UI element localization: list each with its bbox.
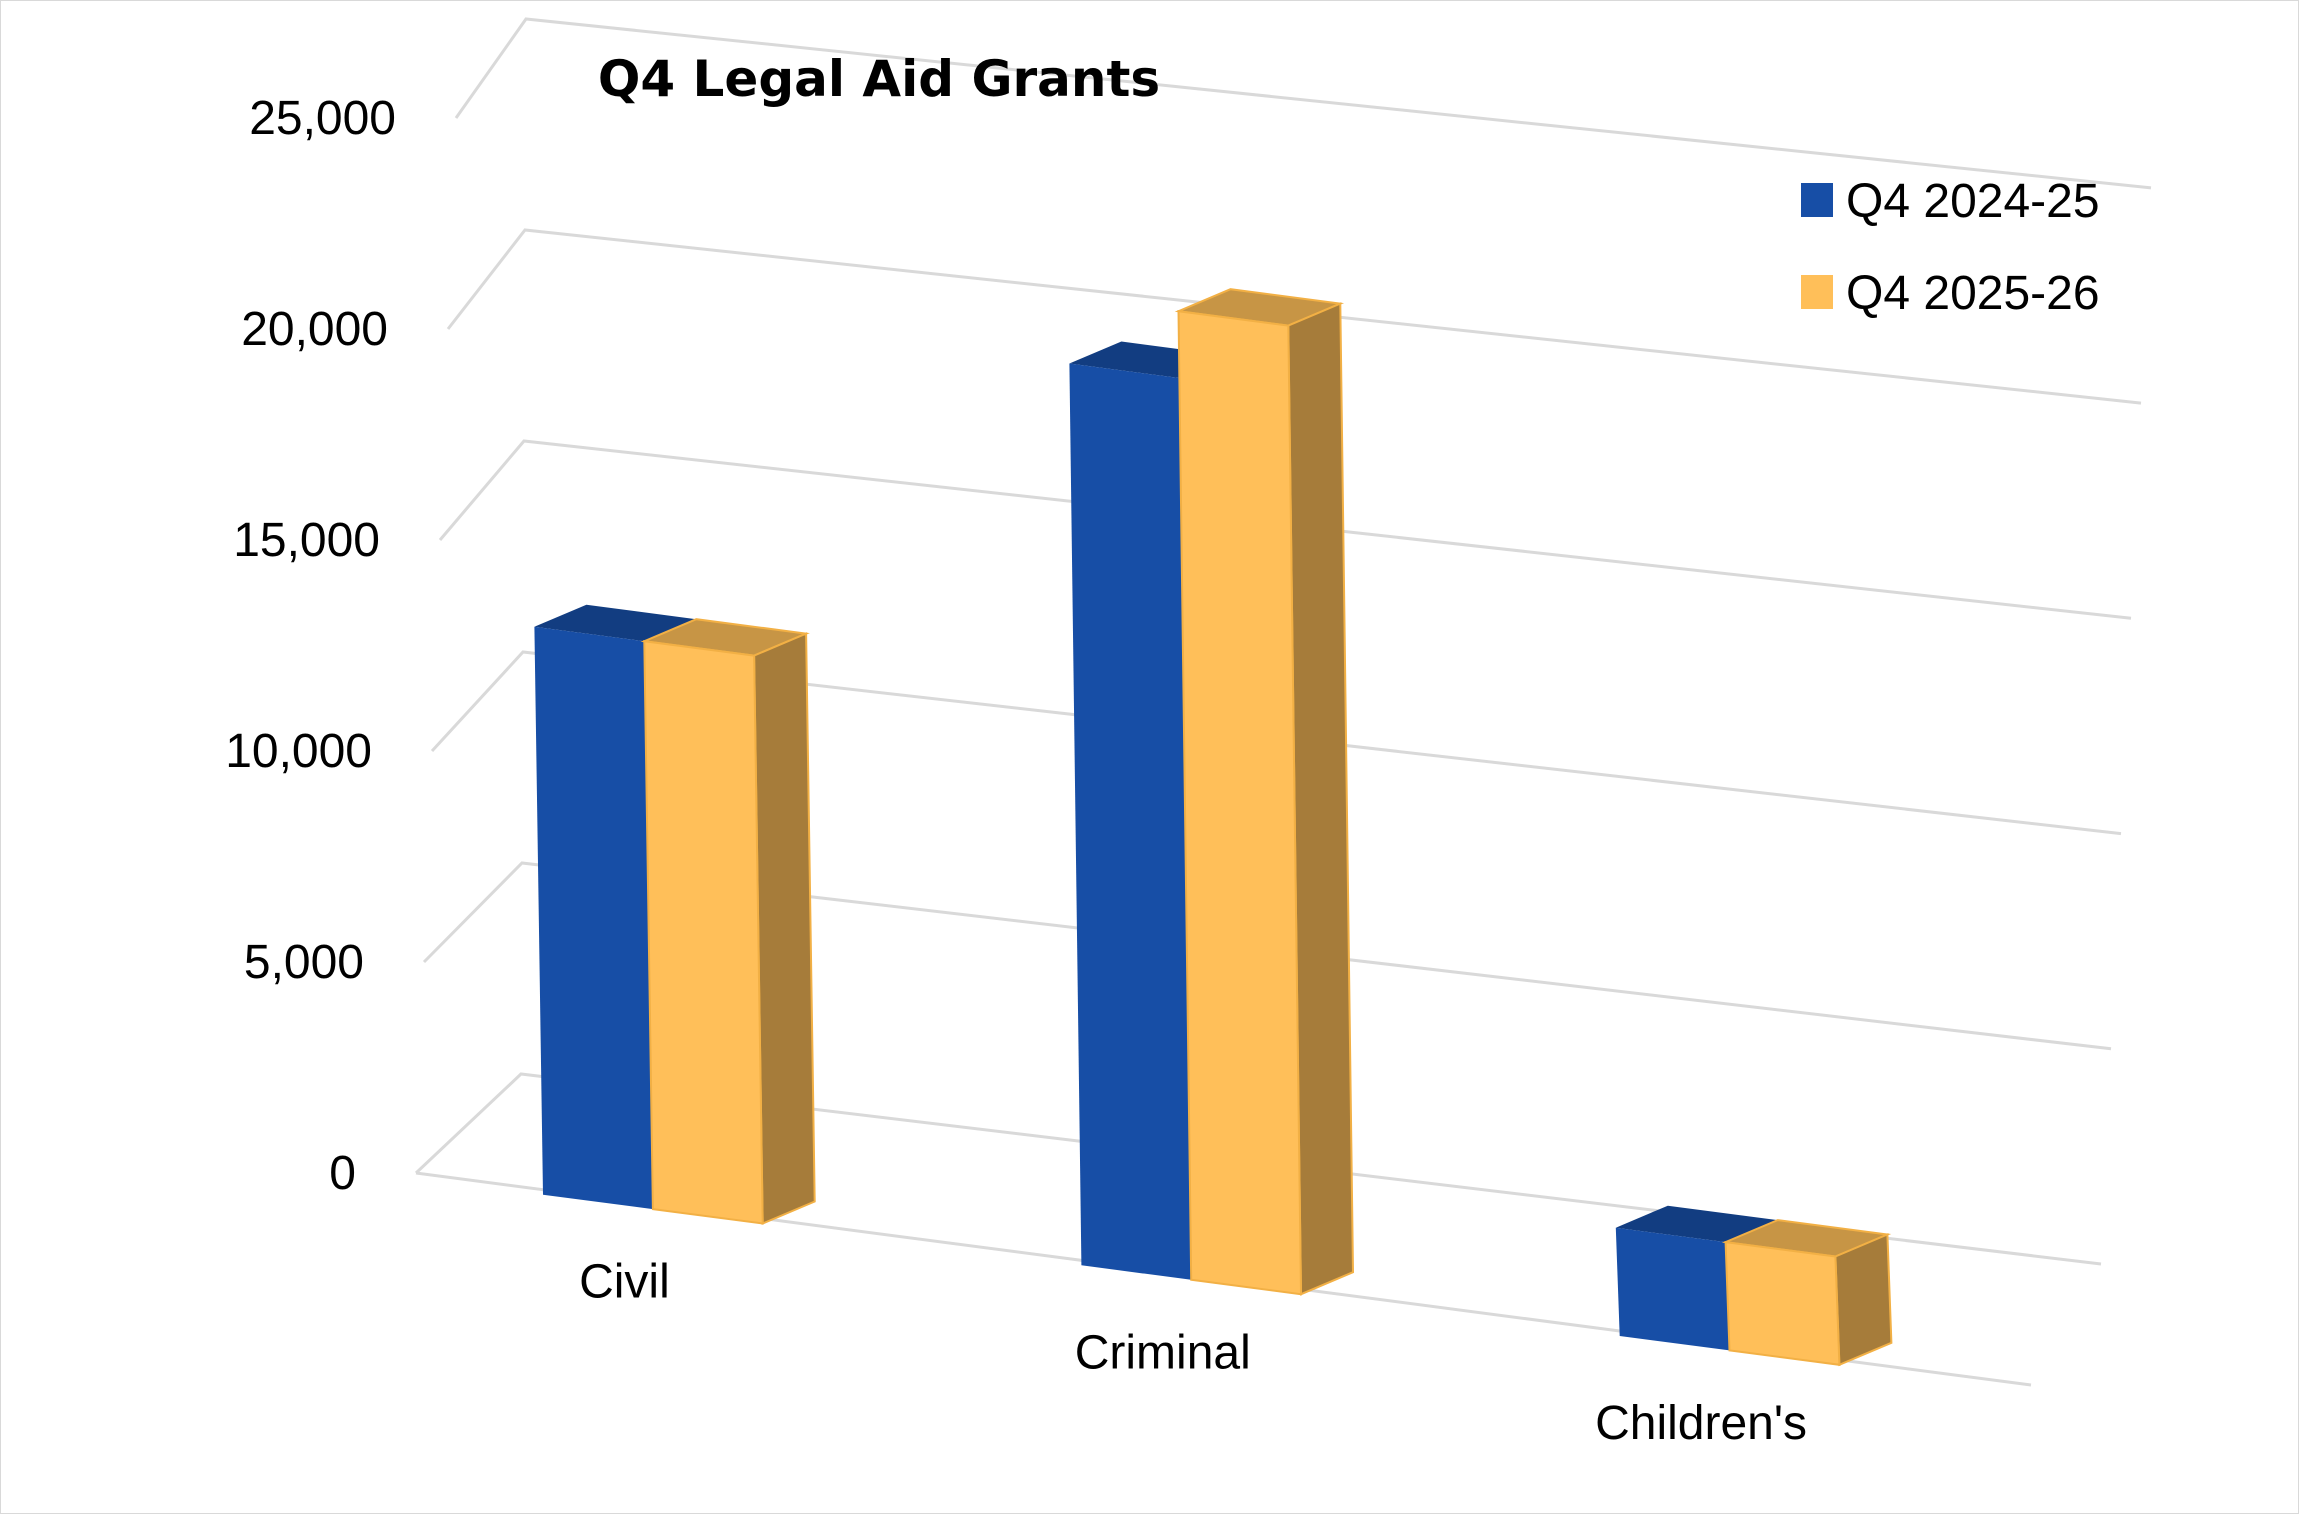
- legend-swatch: [1801, 275, 1833, 309]
- gridline: [446, 228, 2142, 405]
- y-tick-label: 0: [329, 1147, 356, 1200]
- y-tick-label: 20,000: [241, 303, 388, 356]
- x-category-label: Criminal: [1075, 1326, 1251, 1379]
- y-axis: 0 5,000 10,000 15,000 20,000 25,000: [225, 92, 396, 1200]
- bar-front: [1724, 1240, 1841, 1366]
- bar-front: [534, 626, 653, 1210]
- gridline: [438, 439, 2132, 620]
- x-axis: Civil Criminal Children's: [579, 1256, 1807, 1450]
- y-tick-label: 10,000: [225, 725, 372, 778]
- bar-childrens-series-1[interactable]: [1615, 1205, 1778, 1351]
- legend-entry-1[interactable]: Q4 2024-25: [1801, 175, 2100, 228]
- legend-label: Q4 2024-25: [1846, 175, 2100, 228]
- legend-label: Q4 2025-26: [1846, 267, 2100, 320]
- bars: [534, 288, 1893, 1367]
- x-category-label: Civil: [579, 1256, 670, 1309]
- bar-front: [1069, 363, 1192, 1280]
- y-tick-label: 25,000: [249, 92, 396, 145]
- y-tick-label: 5,000: [244, 936, 364, 989]
- bar-front: [1177, 310, 1303, 1296]
- bar-top: [1615, 1205, 1778, 1243]
- bar-side: [1834, 1233, 1893, 1367]
- bar-front: [1615, 1227, 1730, 1351]
- bar-top: [534, 604, 697, 642]
- gridline: [430, 650, 2122, 836]
- legend-swatch: [1801, 183, 1833, 217]
- legend[interactable]: Q4 2024-25 Q4 2025-26: [1801, 175, 2100, 320]
- bar-front: [643, 640, 764, 1225]
- chart-title: Q4 Legal Aid Grants: [598, 50, 1160, 108]
- bar-criminal-series-2[interactable]: [1174, 288, 1355, 1296]
- bar-side: [753, 632, 816, 1225]
- bar-civil-series-2[interactable]: [640, 618, 816, 1225]
- bar-civil-series-1[interactable]: [534, 604, 697, 1210]
- gridline: [414, 1072, 2102, 1266]
- gridline: [454, 17, 2152, 190]
- legend-entry-2[interactable]: Q4 2025-26: [1801, 267, 2100, 320]
- gridline: [422, 861, 2112, 1051]
- x-category-label: Children's: [1595, 1397, 1807, 1450]
- y-tick-label: 15,000: [233, 514, 380, 567]
- bar-childrens-series-2[interactable]: [1721, 1219, 1893, 1367]
